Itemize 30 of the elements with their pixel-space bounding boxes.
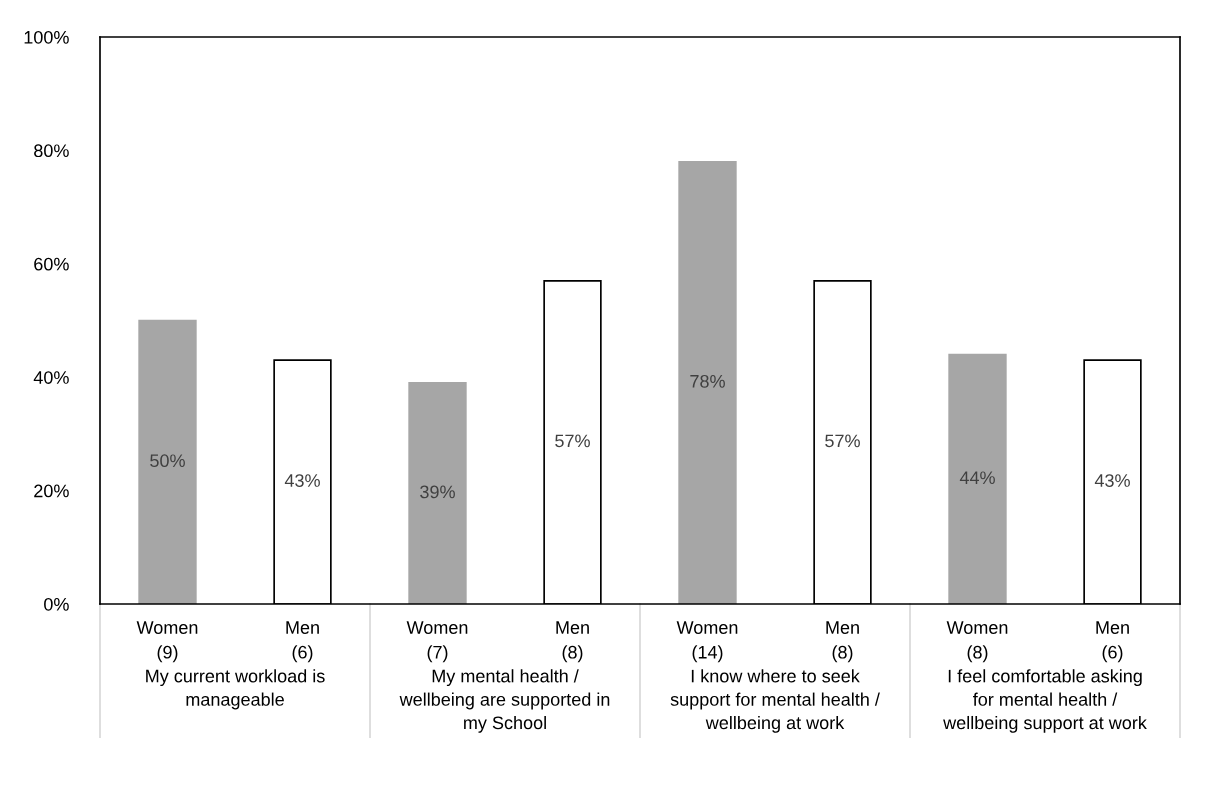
- x-tick-label: Men (8): [556, 621, 589, 663]
- y-tick-label: 20%: [34, 484, 69, 498]
- x-tick-label: Women (14): [676, 621, 738, 663]
- x-tick-label: Women (9): [136, 621, 198, 663]
- data-label: 43%: [284, 474, 320, 487]
- y-tick-label: 100%: [24, 30, 69, 44]
- bar: [948, 353, 1007, 604]
- y-tick-label: 40%: [33, 371, 69, 384]
- bar: [408, 382, 467, 604]
- y-tick-label: 60%: [34, 257, 69, 271]
- data-label: 57%: [555, 434, 590, 448]
- text: My mental health / wellbeing are supported in my School: [399, 669, 610, 733]
- x-tick-label: Women (8): [946, 621, 1008, 663]
- y-tick-label: 80%: [34, 144, 69, 158]
- bar: [138, 319, 197, 604]
- data-label: 39%: [420, 485, 455, 499]
- x-tick-label: Men (6): [1096, 621, 1129, 663]
- data-label: 50%: [150, 454, 185, 468]
- x-tick-label: Women (7): [406, 621, 468, 663]
- y-tick-label: 0%: [44, 597, 69, 611]
- x-tick-label: Men (8): [826, 621, 859, 663]
- text: I know where to seek support for mental health / wellbeing at work: [670, 669, 880, 733]
- data-label: 78%: [690, 374, 725, 388]
- data-label: 43%: [1094, 474, 1130, 487]
- x-tick-label: Men (6): [286, 621, 319, 663]
- text: My current workload is manageable: [146, 669, 325, 710]
- bar: [678, 160, 737, 604]
- data-label: 44%: [959, 471, 995, 485]
- data-label: 57%: [825, 434, 860, 448]
- text: I feel comfortable asking for mental health / wellbeing support at work: [943, 669, 1147, 733]
